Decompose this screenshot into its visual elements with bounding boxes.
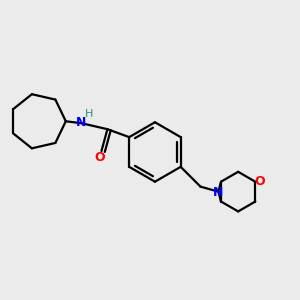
Text: H: H — [84, 109, 93, 119]
Text: O: O — [254, 175, 265, 188]
Text: N: N — [76, 116, 86, 129]
Text: N: N — [213, 186, 224, 199]
Text: O: O — [94, 152, 105, 164]
